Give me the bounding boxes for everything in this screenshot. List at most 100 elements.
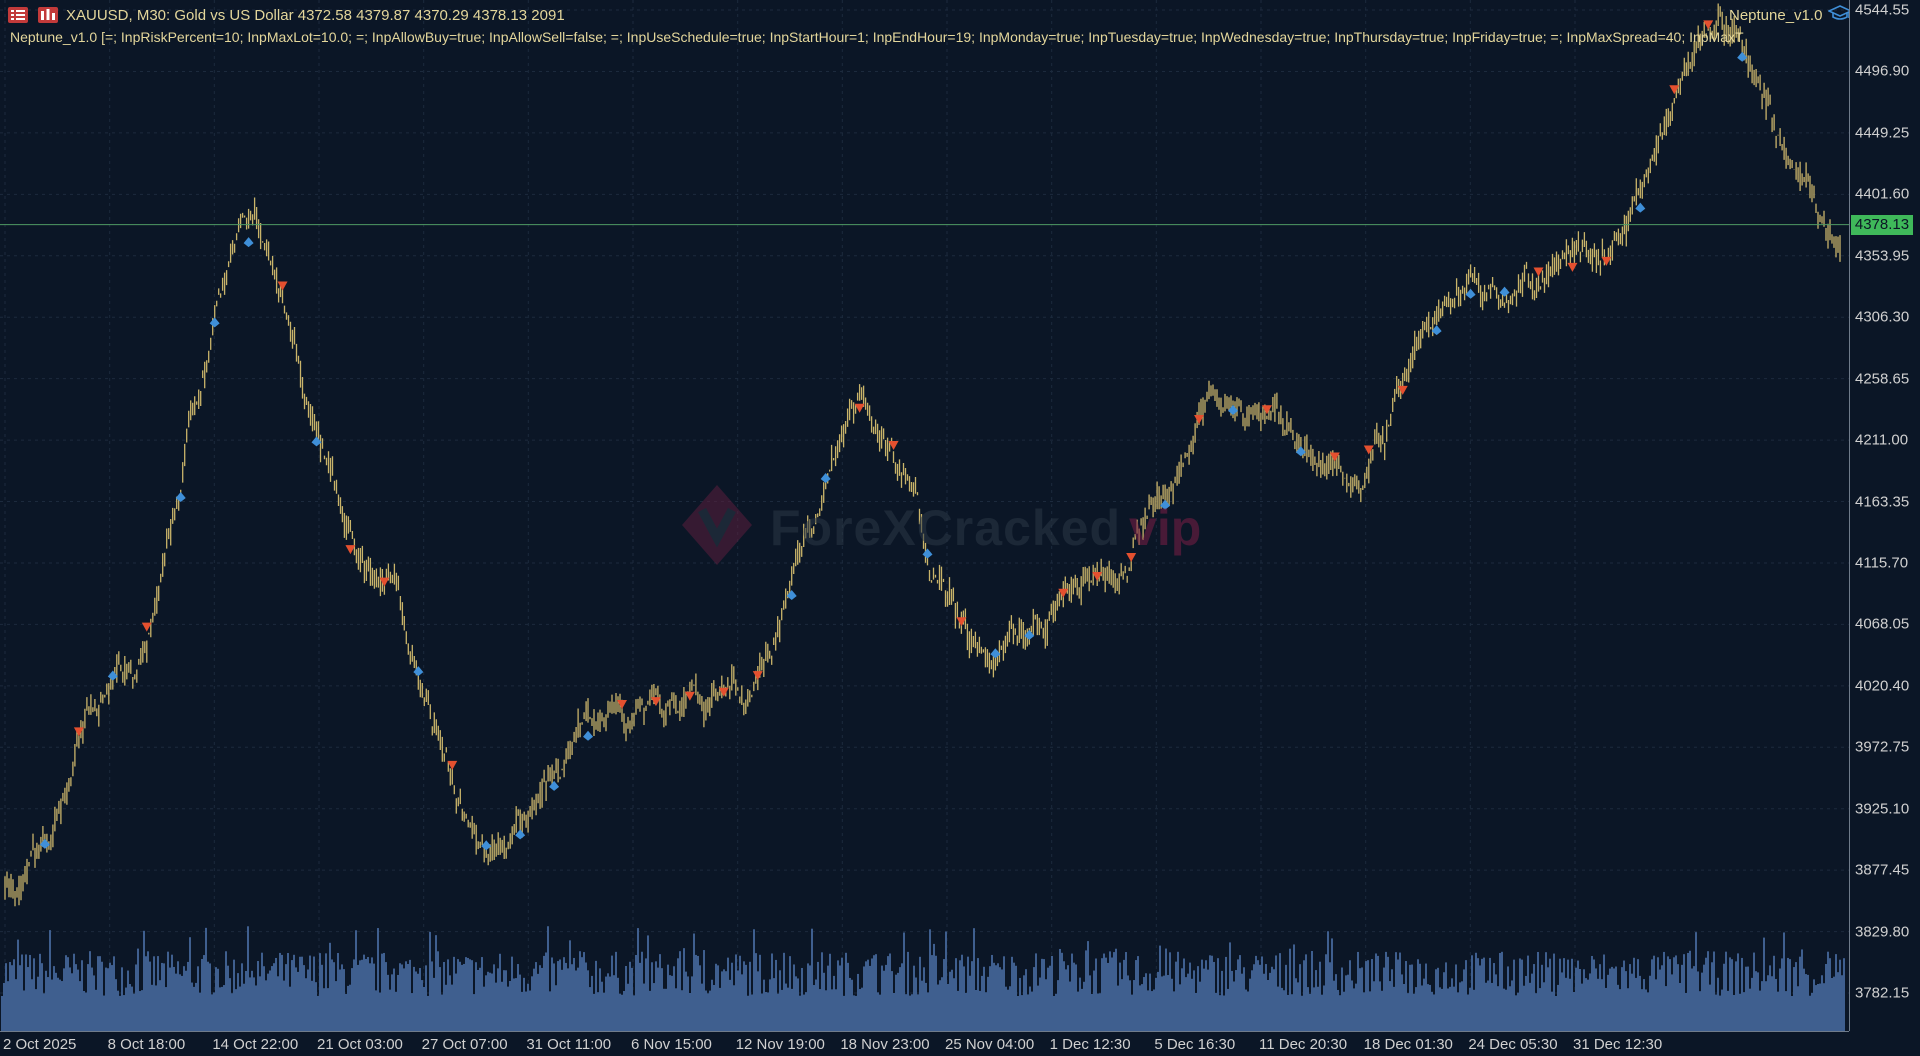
buy-signal-icon xyxy=(413,666,424,677)
price-tick-label: 4401.60 xyxy=(1855,185,1910,203)
price-tick-label: 3782.15 xyxy=(1855,984,1910,1002)
sell-signal-icon xyxy=(277,281,288,291)
buy-signal-icon xyxy=(820,473,831,484)
sell-signal-icon xyxy=(447,760,458,770)
buy-signal-icon xyxy=(311,436,322,447)
sell-signal-icon xyxy=(650,697,661,707)
time-tick-label: 27 Oct 07:00 xyxy=(421,1036,508,1053)
price-tick-label: 4115.70 xyxy=(1855,554,1909,572)
time-tick-label: 21 Oct 03:00 xyxy=(317,1036,403,1053)
sell-signal-icon xyxy=(73,727,84,737)
price-tick-label: 4258.65 xyxy=(1855,370,1910,388)
buy-signal-icon xyxy=(515,829,526,840)
time-tick-label: 25 Nov 04:00 xyxy=(945,1036,1035,1053)
chart-header: XAUUSD, M30: Gold vs US Dollar 4372.58 4… xyxy=(6,2,565,28)
time-tick-label: 18 Nov 23:00 xyxy=(840,1036,930,1053)
price-tick-label: 3972.75 xyxy=(1855,738,1910,756)
watermark-logo-icon xyxy=(672,480,762,575)
sell-signal-icon xyxy=(345,545,356,555)
watermark-text: ForeXCracked xyxy=(770,499,1122,556)
symbol-info: XAUUSD, M30: Gold vs US Dollar 4372.58 4… xyxy=(66,6,565,24)
sell-signal-icon xyxy=(1126,552,1137,562)
sell-signal-icon xyxy=(1261,405,1272,415)
time-scale[interactable]: 2 Oct 2025 8 Oct 18:00 14 Oct 22:00 21 Oct … xyxy=(0,1031,1849,1056)
price-tick-label: 3925.10 xyxy=(1855,800,1910,818)
sell-signal-icon xyxy=(1533,267,1544,277)
ea-name-text: Neptune_v1.0 xyxy=(1729,6,1823,24)
sell-signal-icon xyxy=(1601,256,1612,266)
sell-signal-icon xyxy=(379,577,390,587)
price-tick-label: 4449.25 xyxy=(1855,124,1910,142)
price-tick-label: 3829.80 xyxy=(1855,923,1910,941)
sell-signal-icon xyxy=(616,700,627,710)
price-tick-label: 4020.40 xyxy=(1855,677,1910,695)
sell-signal-icon xyxy=(752,671,763,681)
price-tick-label: 4496.90 xyxy=(1855,62,1910,80)
buy-signal-icon xyxy=(1737,51,1748,62)
buy-signal-icon xyxy=(1465,288,1476,299)
sell-signal-icon xyxy=(1397,385,1408,395)
buy-signal-icon xyxy=(583,730,594,741)
price-tick-label: 3877.45 xyxy=(1855,861,1910,879)
chart-bars-icon[interactable] xyxy=(36,5,60,25)
buy-signal-icon xyxy=(1024,629,1035,640)
price-tick-label: 4163.35 xyxy=(1855,493,1910,510)
buy-signal-icon xyxy=(990,648,1001,659)
time-tick-label: 14 Oct 22:00 xyxy=(212,1036,299,1053)
price-tick-label: 4068.05 xyxy=(1855,615,1910,633)
sell-signal-icon xyxy=(718,687,729,697)
buy-signal-icon xyxy=(1499,286,1510,297)
sell-signal-icon xyxy=(1092,571,1103,581)
sell-signal-icon xyxy=(1329,452,1340,462)
list-icon[interactable] xyxy=(6,5,30,25)
sell-signal-icon xyxy=(854,403,865,413)
sell-signal-icon xyxy=(888,441,899,451)
time-tick-label: 5 Dec 16:30 xyxy=(1154,1036,1236,1053)
price-tick-label: 4306.30 xyxy=(1855,308,1910,326)
sell-signal-icon xyxy=(956,617,967,627)
buy-signal-icon xyxy=(1160,499,1171,510)
time-tick-label: 8 Oct 18:00 xyxy=(107,1036,186,1053)
buy-signal-icon xyxy=(786,589,797,600)
time-tick-label: 24 Dec 05:30 xyxy=(1468,1036,1558,1053)
time-tick-label: 11 Dec 20:30 xyxy=(1259,1036,1348,1053)
sell-signal-icon xyxy=(1058,588,1069,598)
buy-signal-icon xyxy=(549,780,560,791)
sell-signal-icon xyxy=(1194,415,1205,425)
watermark: ForeXCracked vip xyxy=(672,480,1201,575)
time-tick-label: 12 Nov 19:00 xyxy=(735,1036,825,1053)
buy-signal-icon xyxy=(1635,202,1646,213)
sell-signal-icon xyxy=(1703,20,1714,30)
price-tick-label: 4211.00 xyxy=(1855,431,1909,449)
price-chart[interactable] xyxy=(0,0,1849,1031)
sell-signal-icon xyxy=(1669,85,1680,95)
buy-signal-icon xyxy=(243,237,254,248)
price-scale[interactable]: 4544.55 4496.90 4449.25 4401.60 4353.95 4306.… xyxy=(1849,0,1920,1031)
buy-signal-icon xyxy=(922,548,933,559)
price-tick-label: 4544.55 xyxy=(1855,1,1910,19)
price-tick-label: 4353.95 xyxy=(1855,247,1910,265)
sell-signal-icon xyxy=(1363,445,1374,455)
watermark-accent: vip xyxy=(1129,499,1202,556)
buy-signal-icon xyxy=(481,840,492,851)
sell-signal-icon xyxy=(1567,262,1578,272)
buy-signal-icon xyxy=(39,838,50,849)
chart-area[interactable] xyxy=(0,0,1849,1031)
time-tick-label: 6 Nov 15:00 xyxy=(631,1036,712,1053)
time-tick-label: 1 Dec 12:30 xyxy=(1049,1036,1131,1053)
buy-signal-icon xyxy=(1227,404,1238,415)
time-tick-label: 31 Oct 11:00 xyxy=(526,1036,612,1053)
ea-parameters: Neptune_v1.0 [=; InpRiskPercent=10; InpM… xyxy=(10,29,1744,45)
time-tick-label: 2 Oct 2025 xyxy=(3,1036,77,1053)
sell-signal-icon xyxy=(684,691,695,701)
buy-signal-icon xyxy=(1295,446,1306,457)
sell-signal-icon xyxy=(141,622,152,632)
current-price-tag: 4378.13 xyxy=(1851,214,1913,235)
time-tick-label: 31 Dec 12:30 xyxy=(1573,1036,1663,1053)
price-candles xyxy=(4,3,1841,907)
buy-signal-icon xyxy=(1431,325,1442,336)
buy-signal-icon xyxy=(175,492,186,503)
ea-label[interactable]: Neptune_v1.0 xyxy=(1729,4,1854,26)
buy-signal-icon xyxy=(209,317,220,328)
time-tick-label: 18 Dec 01:30 xyxy=(1363,1036,1453,1053)
